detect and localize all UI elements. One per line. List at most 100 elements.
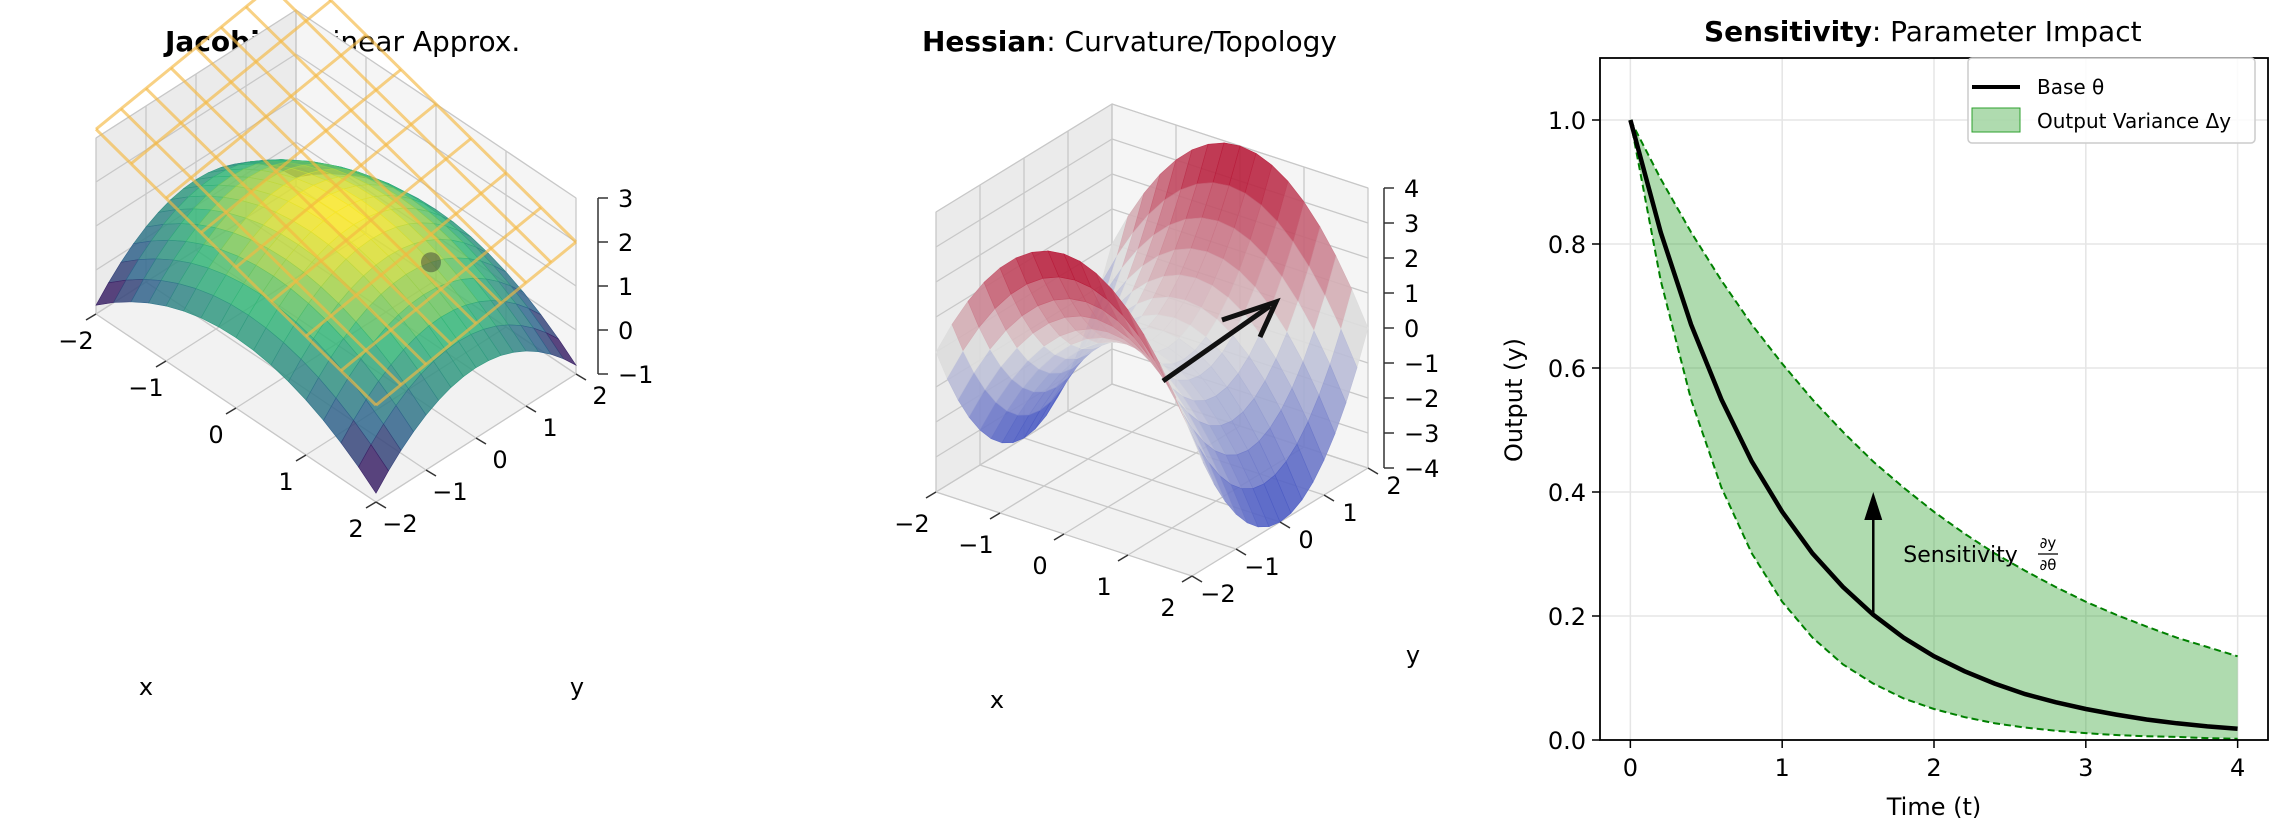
surface-patch — [1175, 397, 1204, 463]
y-tick-label: −2 — [382, 510, 417, 538]
sensitivity-annotation: Sensitivity ∂y ∂θ — [1864, 492, 2058, 616]
tangent-point — [421, 252, 441, 273]
x-tick — [1181, 575, 1193, 583]
y-tick-label: 0.4 — [1548, 479, 1586, 507]
sensitivity-variance-band — [1629, 119, 2238, 740]
sensitivity-title: Sensitivity: Parameter Impact — [1704, 15, 2142, 48]
grid-line — [935, 173, 1113, 283]
z-tick-label: 1 — [618, 273, 633, 301]
x-tick — [295, 454, 307, 462]
y-tick — [1235, 548, 1247, 556]
jacobian-x-label: x — [139, 673, 153, 701]
y-tick — [1367, 467, 1379, 475]
plane-line — [244, 5, 528, 284]
x-tick — [225, 407, 237, 415]
grid-line — [935, 103, 1113, 213]
y-tick-label: −1 — [432, 478, 467, 506]
y-tick-label: 0.0 — [1548, 727, 1586, 755]
y-tick-label: 0 — [1298, 526, 1313, 554]
z-tick-label: 2 — [1404, 245, 1419, 273]
y-tick-label: 0 — [492, 446, 507, 474]
plane-line — [340, 206, 542, 372]
jacobian-surface — [95, 159, 577, 494]
x-tick — [989, 512, 1001, 520]
sensitivity-ticks: 0 1 2 3 4 0.0 0.2 0.4 0.6 0.8 1.0 — [1548, 107, 2245, 782]
y-tick-label: 0.2 — [1548, 603, 1586, 631]
sensitivity-legend: Base θ Output Variance Δy — [1967, 57, 2256, 144]
z-tick-label: −2 — [1404, 385, 1439, 413]
x-tick-label: 1 — [278, 468, 293, 496]
z-tick-label: −1 — [618, 361, 653, 389]
y-tick — [1191, 575, 1203, 583]
y-tick-label: −1 — [1244, 553, 1279, 581]
x-tick-label: −2 — [58, 327, 93, 355]
sensitivity-base-line — [1628, 119, 2238, 732]
x-tick-label: 4 — [2230, 754, 2245, 782]
z-tick-label: 0 — [1404, 315, 1419, 343]
x-tick — [155, 360, 167, 368]
jacobian-y-label: y — [570, 673, 584, 701]
plane-line — [219, 26, 503, 305]
surface-patch — [358, 444, 389, 494]
hessian-title: Hessian: Curvature/Topology — [922, 25, 1337, 58]
plane-line — [282, 0, 553, 264]
jacobian-tangent-plane — [94, 0, 578, 407]
plane-line — [194, 46, 478, 325]
y-tick — [1279, 521, 1291, 529]
x-tick — [1053, 533, 1065, 541]
y-tick-label: −2 — [1200, 580, 1235, 608]
sensitivity-y-label: Output (y) — [1500, 338, 1528, 462]
y-tick-label: 1 — [1342, 499, 1357, 527]
y-tick-label: 0.8 — [1548, 231, 1586, 259]
hessian-surface — [935, 142, 1369, 528]
x-tick-label: 3 — [2078, 754, 2093, 782]
legend-band-swatch — [1971, 107, 2021, 133]
hessian-y-label: y — [1406, 641, 1420, 669]
plane-line — [305, 171, 507, 338]
upper-bound-line — [1629, 119, 2238, 658]
plane-line — [270, 137, 472, 303]
y-tick-label: 1.0 — [1548, 107, 1586, 135]
x-tick-label: 2 — [1926, 754, 1941, 782]
y-tick — [475, 437, 487, 445]
sensitivity-chart: Sensitivity ∂y∂θ 0 1 2 3 40.00.20.40.60.81.0 … — [1500, 57, 2269, 821]
x-tick — [85, 313, 97, 321]
y-tick — [425, 469, 437, 477]
x-tick-label: −1 — [958, 531, 993, 559]
annotation-arrow-head — [1864, 492, 1883, 520]
variance-band — [1630, 120, 2238, 739]
sensitivity-x-label: Time (t) — [1886, 793, 1982, 821]
y-tick — [375, 501, 387, 509]
x-tick — [365, 501, 377, 509]
y-tick-label: 2 — [1386, 472, 1401, 500]
hessian-gradient-arrow — [1161, 297, 1281, 384]
x-tick-label: 0 — [1032, 552, 1047, 580]
hessian-x-label: x — [990, 686, 1004, 714]
jacobian-ticks: −2 −1 0 1 2 −2 −1 0 1 2 −1 0 1 2 3 — [58, 185, 653, 543]
x-tick-label: −2 — [894, 510, 929, 538]
y-tick — [1323, 494, 1335, 502]
z-tick-label: −3 — [1404, 420, 1439, 448]
z-tick-label: 3 — [1404, 210, 1419, 238]
z-tick-label: 0 — [618, 317, 633, 345]
z-tick-label: 3 — [618, 185, 633, 213]
x-tick-label: 1 — [1096, 573, 1111, 601]
z-tick-label: −1 — [1404, 350, 1439, 378]
x-tick — [1117, 554, 1129, 562]
y-tick-label: 0.6 — [1548, 355, 1586, 383]
z-tick-label: −4 — [1404, 455, 1439, 483]
lower-bound-line — [1629, 119, 2238, 740]
grid-line — [935, 138, 1113, 248]
x-tick-label: 0 — [208, 421, 223, 449]
legend-box — [1967, 57, 2256, 144]
base-curve — [1628, 119, 2238, 732]
y-tick-label: 1 — [542, 414, 557, 442]
y-tick-label: 2 — [592, 382, 607, 410]
x-tick — [925, 491, 937, 499]
x-tick-label: 0 — [1623, 754, 1638, 782]
x-tick-label: 2 — [348, 515, 363, 543]
